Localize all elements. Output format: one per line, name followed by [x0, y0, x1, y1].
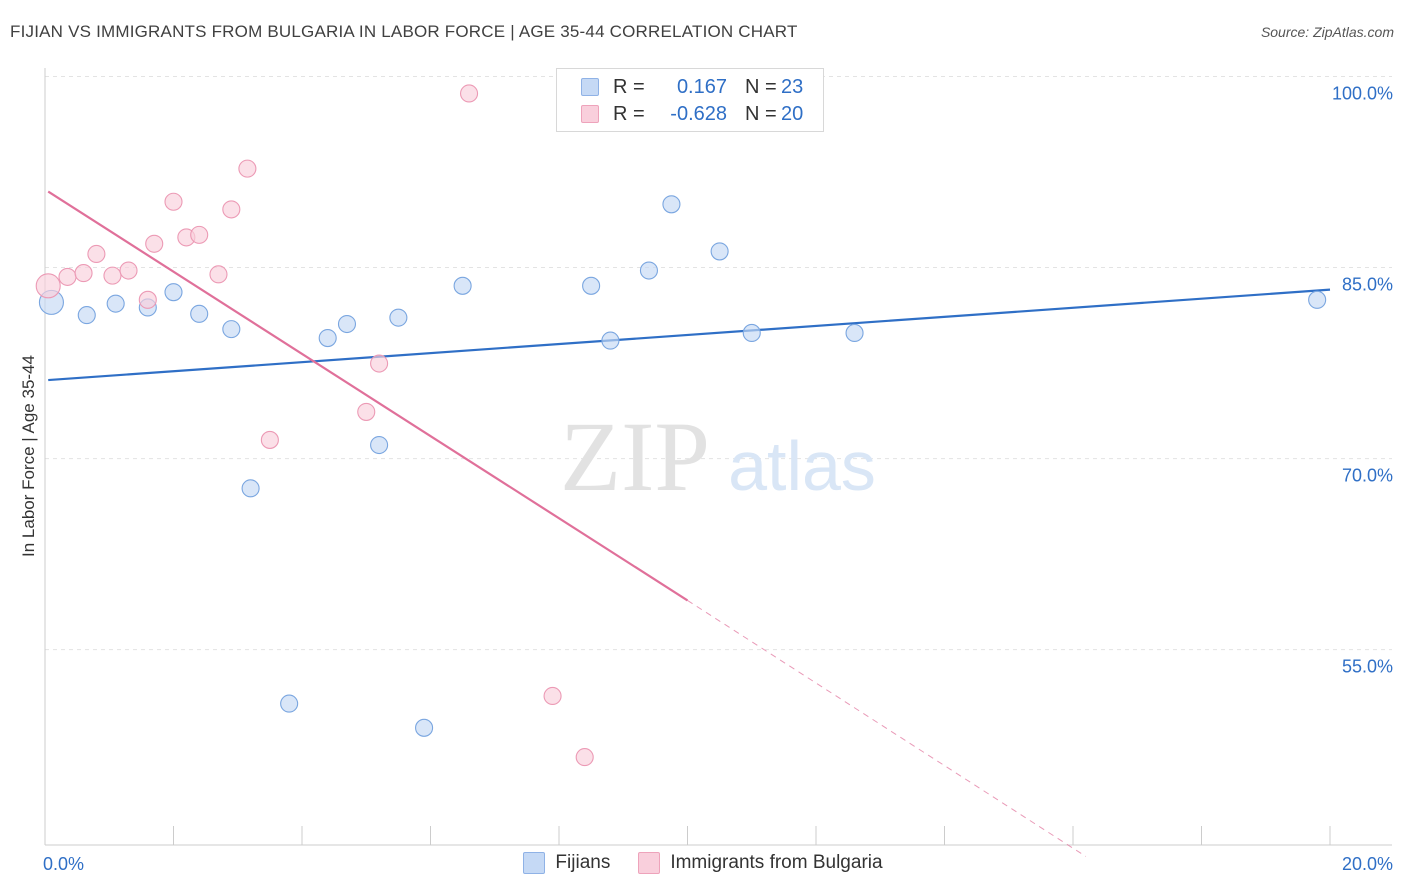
data-point-fijians	[710, 242, 729, 261]
data-point-bulgaria	[459, 84, 479, 103]
data-point-bulgaria	[260, 430, 279, 449]
legend-swatch-fijians	[523, 852, 546, 874]
legend-label-bulgaria: Immigrants from Bulgaria	[670, 852, 883, 873]
legend-item-fijians[interactable]: Fijians	[523, 852, 610, 874]
data-point-bulgaria	[58, 267, 77, 286]
data-point-fijians	[190, 304, 209, 323]
legend-swatch-bulgaria	[638, 852, 661, 874]
legend-n-label: N =	[745, 102, 777, 125]
legend-n-label: N =	[745, 75, 777, 98]
data-point-bulgaria	[190, 225, 209, 244]
data-point-fijians	[280, 694, 299, 713]
legend-item-bulgaria[interactable]: Immigrants from Bulgaria	[638, 852, 883, 874]
axes	[44, 68, 1392, 846]
data-point-fijians	[241, 479, 260, 498]
y-axis-label: In Labor Force | Age 35-44	[19, 355, 38, 557]
data-point-bulgaria	[145, 234, 164, 253]
data-point-fijians	[662, 195, 681, 214]
data-points	[35, 84, 1327, 767]
data-point-fijians	[582, 276, 601, 295]
trend-line-extension	[687, 600, 1087, 857]
data-point-bulgaria	[35, 273, 61, 299]
data-point-fijians	[337, 314, 357, 334]
legend-swatch-bulgaria	[581, 105, 599, 123]
data-point-fijians	[453, 276, 472, 295]
legend-row-fijians: R = 0.167 N = 23	[581, 74, 803, 100]
data-point-fijians	[164, 283, 183, 302]
data-point-fijians	[415, 718, 434, 737]
data-point-fijians	[318, 328, 337, 348]
x-tick-label: 0.0%	[43, 854, 84, 874]
chart-source: Source: ZipAtlas.com	[1260, 24, 1394, 40]
legend-swatch-fijians	[581, 78, 599, 96]
legend-n-value: 23	[781, 75, 804, 98]
watermark-zip: ZIP	[560, 401, 710, 512]
trend-line-bulgaria	[47, 190, 689, 602]
legend-label-fijians: Fijians	[555, 852, 611, 873]
y-tick-label: 85.0%	[1342, 275, 1393, 295]
data-point-fijians	[77, 306, 96, 325]
data-point-bulgaria	[238, 159, 257, 178]
y-tick-label: 70.0%	[1342, 466, 1393, 486]
data-point-fijians	[370, 435, 389, 455]
series-legend: Fijians Immigrants from Bulgaria	[0, 852, 1406, 874]
data-point-fijians	[639, 261, 659, 280]
data-point-fijians	[742, 323, 761, 342]
data-point-bulgaria	[138, 290, 157, 309]
data-point-bulgaria	[119, 261, 138, 280]
y-tick-label: 55.0%	[1342, 657, 1393, 677]
tick-labels: 100.0% 85.0% 70.0% 55.0% 0.0% 20.0%	[43, 83, 1393, 874]
data-point-fijians	[1308, 290, 1327, 309]
data-point-bulgaria	[575, 748, 594, 767]
legend-n-value: 20	[781, 102, 804, 125]
data-point-fijians	[845, 323, 864, 342]
data-point-fijians	[389, 308, 408, 327]
watermark-atlas: atlas	[728, 427, 876, 505]
legend-row-bulgaria: R = -0.628 N = 20	[581, 101, 803, 127]
legend-r-value: 0.167	[676, 75, 727, 98]
trend-lines	[47, 190, 1331, 857]
y-tick-label: 100.0%	[1332, 83, 1393, 103]
legend-r-label: R =	[613, 75, 645, 98]
data-point-bulgaria	[74, 264, 93, 283]
data-point-bulgaria	[222, 200, 241, 219]
data-point-bulgaria	[543, 686, 562, 706]
data-point-fijians	[601, 331, 620, 350]
data-point-bulgaria	[357, 402, 376, 421]
trend-line-fijians	[48, 288, 1331, 382]
stats-legend: R = 0.167 N = 23 R = -0.628 N = 20	[556, 68, 824, 132]
legend-r-label: R =	[613, 102, 645, 125]
data-point-fijians	[222, 320, 241, 339]
data-point-fijians	[106, 294, 125, 313]
legend-r-value: -0.628	[670, 102, 727, 125]
data-point-bulgaria	[164, 192, 183, 211]
data-point-bulgaria	[209, 265, 228, 284]
data-point-bulgaria	[370, 354, 389, 373]
data-point-bulgaria	[103, 266, 122, 285]
watermark: ZIP atlas	[560, 401, 876, 512]
x-tick-label: 20.0%	[1342, 854, 1393, 874]
chart-title: FIJIAN VS IMMIGRANTS FROM BULGARIA IN LA…	[10, 22, 798, 41]
data-point-bulgaria	[87, 244, 106, 264]
